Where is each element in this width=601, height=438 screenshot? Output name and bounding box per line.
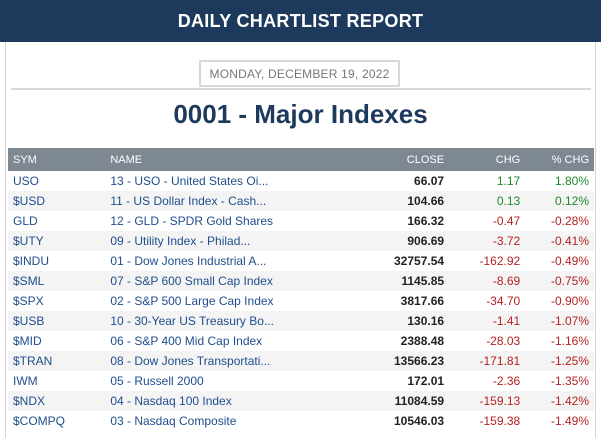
name-link[interactable]: 06 - S&P 400 Mid Cap Index [110,334,263,348]
change-value: -28.03 [486,334,521,348]
table-row[interactable]: $MID 06 - S&P 400 Mid Cap Index 2388.48 -28… [8,331,594,351]
table-row[interactable]: $COMPQ 03 - Nasdaq Composite 10546.03 -159.… [8,411,594,431]
table-row[interactable]: $UTY 09 - Utility Index - Philad... 906.69… [8,231,594,251]
pct-change-value: -1.07% [550,314,589,328]
pct-change-value: 0.12% [554,194,589,208]
table-row[interactable]: IWM 05 - Russell 2000 172.01 -2.36 -1.35% [8,371,594,391]
change-value: 1.17 [496,174,521,188]
table-row[interactable]: $INDU 01 - Dow Jones Industrial A... 32757… [8,251,594,271]
table-row[interactable]: $USB 10 - 30-Year US Treasury Bo... 130.16… [8,311,594,331]
close-value: 906.69 [407,234,445,248]
name-link[interactable]: 10 - 30-Year US Treasury Bo... [110,314,274,328]
name-link[interactable]: 13 - USO - United States Oi... [110,174,269,188]
pct-change-value: -1.25% [550,354,589,368]
change-value: -171.81 [479,354,521,368]
indexes-table: SYM NAME CLOSE CHG % CHG USO 13 - USO - U… [8,148,594,431]
close-value: 13566.23 [394,354,445,368]
symbol-link[interactable]: GLD [13,214,38,228]
report-date: MONDAY, DECEMBER 19, 2022 [199,60,400,87]
change-value: -8.69 [492,274,521,288]
close-value: 130.16 [407,314,445,328]
symbol-link[interactable]: USO [13,174,40,188]
table-body: USO 13 - USO - United States Oi... 66.07 1.… [8,171,594,431]
name-link[interactable]: 04 - Nasdaq 100 Index [110,394,232,408]
pct-change-value: -0.90% [550,294,589,308]
name-link[interactable]: 09 - Utility Index - Philad... [110,234,251,248]
table-row[interactable]: $NDX 04 - Nasdaq 100 Index 11084.59 -159.13… [8,391,594,411]
close-value: 1145.85 [401,274,445,288]
change-value: 0.13 [496,194,521,208]
chartlist-title: 0001 - Major Indexes [173,99,428,129]
close-value: 172.01 [407,374,445,388]
table-row[interactable]: $SPX 02 - S&P 500 Large Cap Index 3817.66 -… [8,291,594,311]
change-value: -1.41 [492,314,521,328]
pct-change-value: -1.16% [550,334,589,348]
report-frame [5,42,596,438]
change-value: -2.36 [492,374,521,388]
change-value: -0.47 [492,214,521,228]
change-value: -162.92 [479,254,521,268]
column-header-close[interactable]: CLOSE [406,153,445,166]
symbol-link[interactable]: $INDU [13,254,50,268]
pct-change-value: -0.75% [550,274,589,288]
symbol-link[interactable]: $SML [13,274,45,288]
symbol-link[interactable]: IWM [13,374,38,388]
report-header: DAILY CHARTLIST REPORT [0,0,601,42]
symbol-link[interactable]: $SPX [13,294,44,308]
pct-change-value: -0.41% [550,234,589,248]
table-row[interactable]: $USD 11 - US Dollar Index - Cash... 104.66… [8,191,594,211]
close-value: 10546.03 [394,414,445,428]
symbol-link[interactable]: $NDX [13,394,46,408]
table-header-row: SYM NAME CLOSE CHG % CHG [8,148,594,171]
pct-change-value: -0.28% [550,214,589,228]
close-value: 66.07 [414,174,445,188]
change-value: -159.13 [479,394,521,408]
change-value: -159.38 [479,414,521,428]
name-link[interactable]: 12 - GLD - SPDR Gold Shares [110,214,274,228]
name-link[interactable]: 08 - Dow Jones Transportati... [110,354,271,368]
column-header-sym[interactable]: SYM [13,153,37,166]
symbol-link[interactable]: $COMPQ [13,414,66,428]
date-divider [11,88,591,90]
table-row[interactable]: $SML 07 - S&P 600 Small Cap Index 1145.85 -… [8,271,594,291]
close-value: 11084.59 [394,394,445,408]
table-row[interactable]: $TRAN 08 - Dow Jones Transportati... 13566… [8,351,594,371]
close-value: 2388.48 [400,334,445,348]
name-link[interactable]: 01 - Dow Jones Industrial A... [110,254,267,268]
close-value: 3817.66 [400,294,445,308]
report-header-title: DAILY CHARTLIST REPORT [177,10,424,31]
change-value: -3.72 [492,234,521,248]
close-value: 104.66 [407,194,445,208]
symbol-link[interactable]: $USB [13,314,45,328]
pct-change-value: -1.35% [550,374,589,388]
table-row[interactable]: USO 13 - USO - United States Oi... 66.07 1.… [8,171,594,191]
close-value: 32757.54 [394,254,445,268]
change-value: -34.70 [486,294,521,308]
name-link[interactable]: 07 - S&P 600 Small Cap Index [110,274,273,288]
name-link[interactable]: 11 - US Dollar Index - Cash... [110,194,267,208]
symbol-link[interactable]: $UTY [13,234,44,248]
name-link[interactable]: 02 - S&P 500 Large Cap Index [110,294,274,308]
symbol-link[interactable]: $TRAN [13,354,53,368]
column-header-chg[interactable]: CHG [495,153,521,166]
column-header-name[interactable]: NAME [110,153,143,166]
pct-change-value: -1.49% [550,414,589,428]
column-header-pct-chg[interactable]: % CHG [551,153,589,166]
pct-change-value: -1.42% [550,394,589,408]
close-value: 166.32 [407,214,445,228]
pct-change-value: 1.80% [554,174,589,188]
table-row[interactable]: GLD 12 - GLD - SPDR Gold Shares 166.32 -0.4… [8,211,594,231]
name-link[interactable]: 03 - Nasdaq Composite [110,414,237,428]
symbol-link[interactable]: $MID [13,334,42,348]
symbol-link[interactable]: $USD [13,194,46,208]
name-link[interactable]: 05 - Russell 2000 [110,374,204,388]
pct-change-value: -0.49% [550,254,589,268]
